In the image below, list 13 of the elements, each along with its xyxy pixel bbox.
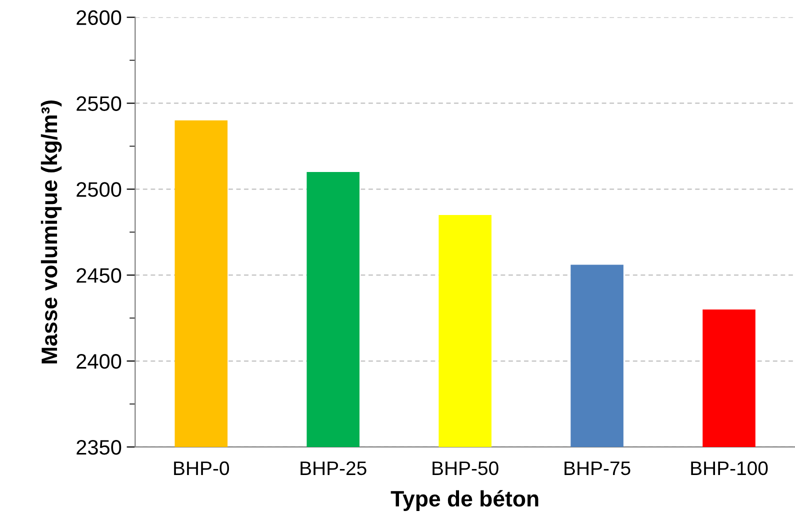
x-tick-label: BHP-50 (432, 461, 498, 476)
y-tick-label: 2350 (76, 440, 122, 455)
y-tick-label: 2400 (76, 354, 122, 369)
x-tick-label: BHP-100 (691, 461, 768, 476)
x-axis-title: Type de béton (390, 490, 538, 512)
x-tick-label: BHP-75 (564, 462, 630, 476)
y-tick-label: 2600 (76, 10, 122, 26)
x-tick-label: BHP-0 (174, 461, 230, 476)
y-axis-title: Masse volumique (kg/m³) (40, 100, 62, 364)
y-tick-label: 2450 (76, 268, 122, 283)
y-tick-label: 2500 (76, 182, 122, 197)
x-tick-label: BHP-25 (300, 461, 366, 476)
y-tick-label: 2550 (76, 96, 122, 111)
